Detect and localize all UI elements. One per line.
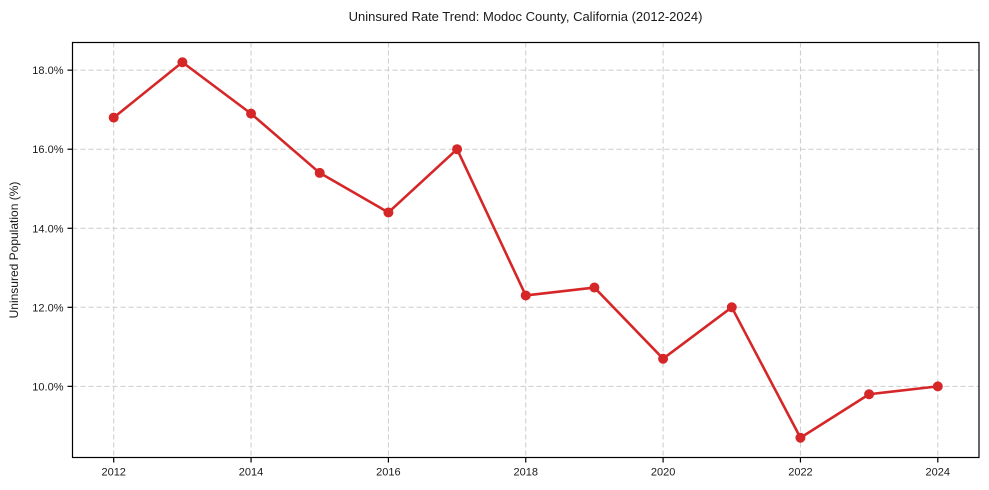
data-point (658, 353, 669, 364)
chart-title: Uninsured Rate Trend: Modoc County, Cali… (348, 9, 703, 24)
data-point (383, 207, 394, 218)
x-tick-label: 2020 (651, 467, 675, 479)
x-tick-label: 2012 (101, 467, 125, 479)
x-tick-label: 2014 (239, 467, 263, 479)
data-point (589, 282, 600, 293)
x-tick-label: 2022 (788, 467, 812, 479)
data-point (932, 381, 943, 392)
data-point (177, 57, 188, 68)
data-point (314, 167, 325, 178)
data-point (795, 432, 806, 443)
y-tick-label: 14.0% (32, 223, 63, 235)
x-tick-label: 2024 (926, 467, 950, 479)
data-point (452, 144, 463, 155)
y-tick-label: 16.0% (32, 144, 63, 156)
data-point (520, 290, 531, 301)
data-point (246, 108, 257, 119)
y-tick-label: 12.0% (32, 302, 63, 314)
y-tick-label: 10.0% (32, 381, 63, 393)
y-tick-label: 18.0% (32, 65, 63, 77)
x-tick-label: 2018 (514, 467, 538, 479)
data-point (864, 389, 875, 400)
x-tick-label: 2016 (376, 467, 400, 479)
data-point (726, 302, 737, 313)
data-point (108, 112, 119, 123)
